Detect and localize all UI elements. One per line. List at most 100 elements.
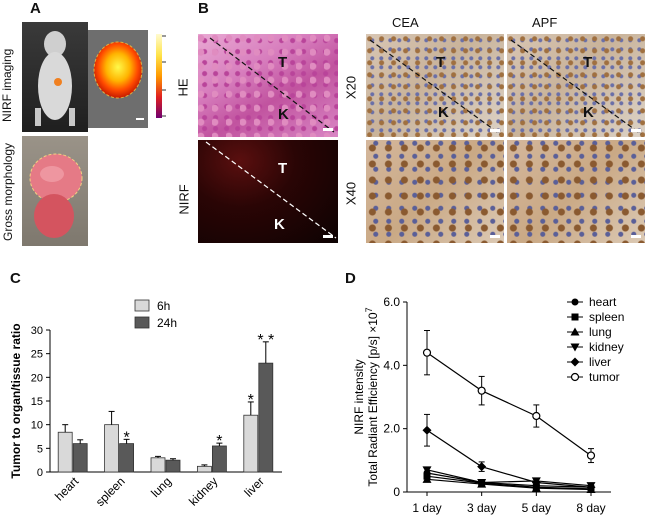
cea-tumor-marker: T bbox=[436, 54, 446, 71]
scale-bar bbox=[323, 128, 333, 131]
apf-x20-image: T K bbox=[507, 34, 645, 137]
row-label-gross-morphology: Gross morphology bbox=[1, 142, 15, 241]
point-lung bbox=[422, 474, 432, 483]
tumor-specimen bbox=[29, 153, 83, 238]
nirf-tumor-image bbox=[88, 30, 148, 128]
tumor-heatmap bbox=[93, 41, 144, 120]
y-tick-label: 10 bbox=[31, 420, 43, 432]
mouse-silhouette bbox=[35, 31, 75, 126]
point-tumor bbox=[532, 411, 541, 421]
line-chart-nirf-intensity: 0 2.0 4.0 6.0 1 day 3 day 5 day 8 day NIRF inten… bbox=[352, 295, 624, 515]
panel-label-d: D bbox=[345, 270, 356, 287]
scale-bar bbox=[631, 129, 641, 132]
gross-tumor-image bbox=[22, 136, 88, 246]
legend-label-kidney: kidney bbox=[589, 340, 624, 354]
point-kidney bbox=[477, 479, 487, 487]
apf-tumor-marker: T bbox=[583, 54, 593, 71]
point-tumor bbox=[422, 348, 432, 357]
y-tick-label: 20 bbox=[31, 372, 43, 384]
nirf-section-image: T K bbox=[198, 140, 338, 243]
color-scale-ticks bbox=[162, 35, 166, 117]
legend-marker-kidney bbox=[570, 343, 580, 352]
bar-6h-liver bbox=[243, 414, 259, 473]
row-label-x20: X20 bbox=[343, 75, 359, 100]
y-tick-label: 25 bbox=[31, 349, 43, 361]
series-line-liver bbox=[426, 429, 592, 488]
y-tick-label: 0 bbox=[37, 467, 43, 479]
significance-marker: * bbox=[248, 392, 254, 409]
legend-swatch-24h bbox=[134, 316, 150, 329]
point-tumor bbox=[477, 386, 486, 395]
legend-swatch-6h bbox=[134, 299, 150, 312]
x-tick-label-spleen: spleen bbox=[93, 474, 128, 509]
significance-marker: * bbox=[123, 429, 129, 446]
bar-24h-spleen bbox=[119, 443, 134, 473]
apf-x40-image bbox=[507, 140, 645, 243]
x-tick-label-kidney: kidney bbox=[186, 474, 220, 508]
bar-6h-lung bbox=[150, 457, 166, 473]
legend-label-24h: 24h bbox=[157, 316, 177, 330]
scale-bar bbox=[490, 235, 500, 238]
legend-marker-spleen bbox=[571, 313, 579, 321]
legend-label-6h: 6h bbox=[157, 299, 170, 313]
panel-label-a: A bbox=[30, 0, 41, 17]
bar-chart-tumor-ratio: 0 5 10 15 20 25 30 Tumor to organ/tissue ratio h… bbox=[9, 299, 282, 509]
panel-label-b: B bbox=[198, 0, 209, 17]
y-axis-label-line1: NIRF intensity bbox=[352, 359, 366, 434]
color-scale-bar bbox=[156, 34, 162, 118]
y-tick-label: 4.0 bbox=[383, 358, 400, 372]
nirf-kidney-marker: K bbox=[274, 216, 285, 233]
significance-marker: * bbox=[216, 433, 222, 450]
y-tick-label: 2.0 bbox=[383, 422, 400, 436]
x-tick-label: 1 day bbox=[412, 501, 441, 515]
bar-24h-liver bbox=[258, 362, 274, 473]
y-tick-label: 30 bbox=[31, 325, 43, 337]
legend-label-liver: liver bbox=[589, 355, 611, 369]
row-label-x40: X40 bbox=[343, 181, 359, 206]
row-label-he: HE bbox=[175, 78, 191, 97]
y-tick-label: 5 bbox=[37, 443, 43, 455]
nirf-tumor-marker: T bbox=[278, 160, 288, 177]
series-line-spleen bbox=[426, 475, 592, 490]
y-axis-label: Tumor to organ/tissue ratio bbox=[9, 323, 23, 478]
point-liver bbox=[477, 462, 487, 472]
series-line-heart bbox=[426, 472, 592, 488]
point-kidney bbox=[422, 466, 432, 475]
x-tick-label: 5 day bbox=[522, 501, 551, 515]
significance-marker: * * bbox=[257, 332, 274, 349]
bar-6h-kidney bbox=[196, 465, 212, 473]
y-axis-label-line2: Total Radiant Efficiency [p/s] ×107 bbox=[364, 307, 380, 486]
he-tumor-marker: T bbox=[278, 54, 288, 71]
legend-label-lung: lung bbox=[589, 325, 612, 339]
x-tick-label-lung: lung bbox=[148, 474, 174, 500]
scale-bar bbox=[631, 235, 641, 238]
row-label-nirf: NIRF bbox=[176, 184, 192, 215]
bar-24h-lung bbox=[165, 459, 181, 473]
legend-marker-lung bbox=[570, 327, 580, 336]
apf-kidney-marker: K bbox=[583, 104, 594, 121]
point-tumor bbox=[586, 451, 596, 460]
y-tick-label: 0 bbox=[393, 485, 400, 499]
legend-label-tumor: tumor bbox=[589, 370, 620, 384]
legend-marker-liver bbox=[570, 357, 580, 367]
bar-24h-kidney bbox=[211, 445, 227, 473]
he-kidney-marker: K bbox=[278, 106, 289, 123]
series-line-kidney bbox=[426, 469, 592, 487]
y-tick-label: 15 bbox=[31, 396, 43, 408]
scale-bar bbox=[490, 129, 500, 132]
point-liver bbox=[531, 478, 541, 487]
point-lung bbox=[531, 483, 541, 492]
x-tick-label-liver: liver bbox=[241, 474, 266, 499]
legend-marker-tumor bbox=[570, 372, 580, 382]
scale-bar bbox=[323, 235, 333, 238]
col-label-cea: CEA bbox=[392, 15, 419, 30]
legend-label-heart: heart bbox=[589, 295, 617, 309]
x-tick-label: 8 day bbox=[576, 501, 605, 515]
cea-x40-image bbox=[366, 140, 504, 243]
point-liver bbox=[422, 425, 432, 435]
bar-6h-spleen bbox=[104, 424, 119, 473]
point-liver bbox=[586, 482, 596, 492]
he-image: T K bbox=[198, 34, 338, 137]
series-line-tumor bbox=[426, 352, 592, 457]
legend-marker-heart bbox=[571, 298, 579, 306]
